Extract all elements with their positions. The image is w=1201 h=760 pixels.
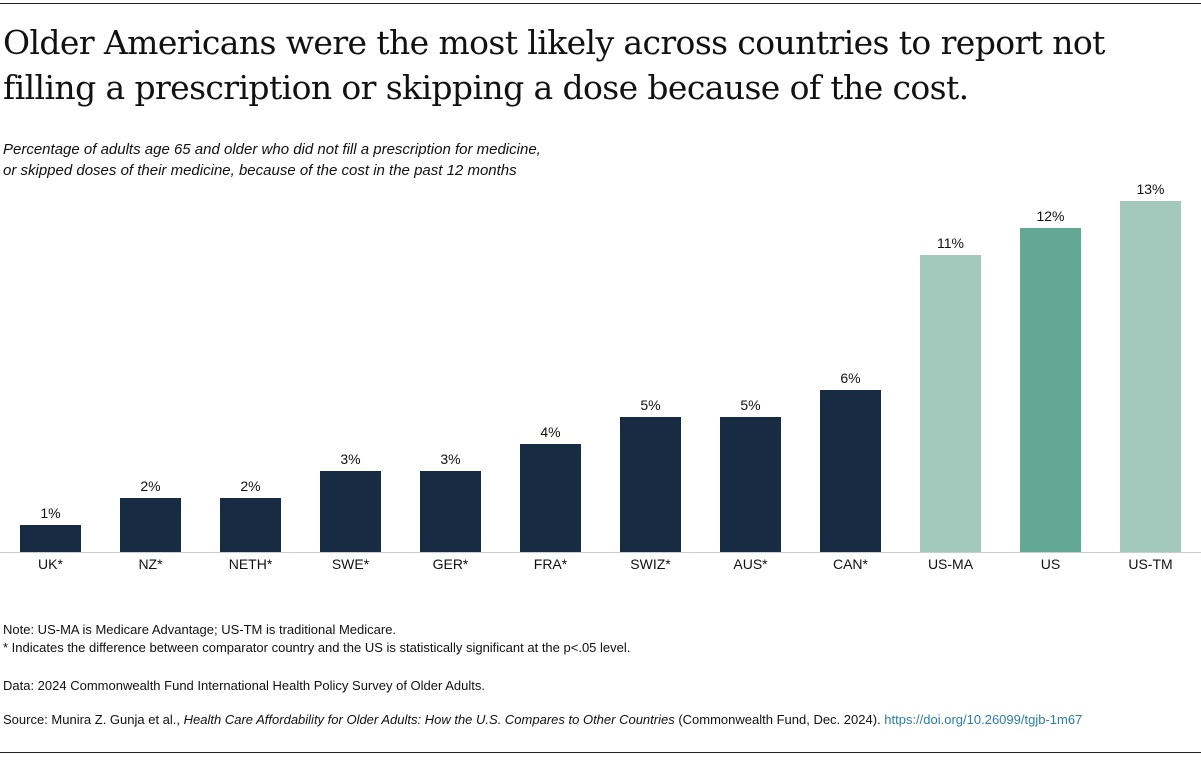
x-tick-label: AUS* <box>733 556 768 572</box>
data-label: 5% <box>640 397 660 413</box>
bar-aus <box>720 417 781 552</box>
data-label: 2% <box>240 478 260 494</box>
bar-uk <box>20 525 81 552</box>
data-label: 6% <box>840 370 860 386</box>
bar-neth <box>220 498 281 552</box>
significance-note: * Indicates the difference between compa… <box>3 640 631 655</box>
source-suffix: (Commonwealth Fund, Dec. 2024). <box>674 712 885 727</box>
source-prefix: Source: Munira Z. Gunja et al., <box>3 712 184 727</box>
bar-swiz <box>620 417 681 552</box>
data-label: 3% <box>340 451 360 467</box>
data-label: 5% <box>740 397 760 413</box>
data-label: 2% <box>140 478 160 494</box>
bar-chart: 1% UK* 2% NZ* 2% NETH* 3% SWE* 3% GER* 4% FRA* 5% SWI… <box>0 181 1201 572</box>
x-tick-label: US <box>1041 556 1060 572</box>
x-tick-label: UK* <box>38 556 63 572</box>
data-label: 12% <box>1036 208 1064 224</box>
x-tick-label: SWIZ* <box>630 556 671 572</box>
data-label: 4% <box>540 424 560 440</box>
subtitle-line-2: or skipped doses of their medicine, beca… <box>3 162 517 179</box>
x-tick-label: NETH* <box>229 556 273 572</box>
top-rule <box>0 3 1201 4</box>
x-tick-label: US-TM <box>1128 556 1172 572</box>
chart-title: Older Americans were the most likely acr… <box>3 23 1105 107</box>
source-title: Health Care Affordability for Older Adul… <box>183 712 675 727</box>
bar-can <box>820 390 881 552</box>
bar-us <box>1020 228 1081 552</box>
note-line: Note: US-MA is Medicare Advantage; US-TM… <box>3 622 397 637</box>
data-label: 11% <box>937 235 964 251</box>
x-tick-label: FRA* <box>534 556 568 572</box>
bar-fra <box>520 444 581 552</box>
x-tick-label: GER* <box>433 556 469 572</box>
bar-swe <box>320 471 381 552</box>
bottom-rule <box>0 752 1201 753</box>
source-line: Source: Munira Z. Gunja et al., Health C… <box>3 712 1082 727</box>
x-tick-label: CAN* <box>833 556 869 572</box>
bar-ger <box>420 471 481 552</box>
bar-nz <box>120 498 181 552</box>
data-label: 3% <box>440 451 460 467</box>
x-tick-label: SWE* <box>332 556 370 572</box>
data-source-line: Data: 2024 Commonwealth Fund Internation… <box>3 678 485 693</box>
data-label: 1% <box>40 505 60 521</box>
data-label: 13% <box>1136 181 1164 197</box>
bar-us-tm <box>1120 201 1181 552</box>
chart-subtitle: Percentage of adults age 65 and older wh… <box>3 139 703 181</box>
source-link[interactable]: https://doi.org/10.26099/tgjb-1m67 <box>884 712 1083 727</box>
bar-us-ma <box>920 255 981 552</box>
x-tick-label: NZ* <box>138 556 163 572</box>
x-tick-label: US-MA <box>928 556 974 572</box>
subtitle-line-1: Percentage of adults age 65 and older wh… <box>3 141 541 158</box>
